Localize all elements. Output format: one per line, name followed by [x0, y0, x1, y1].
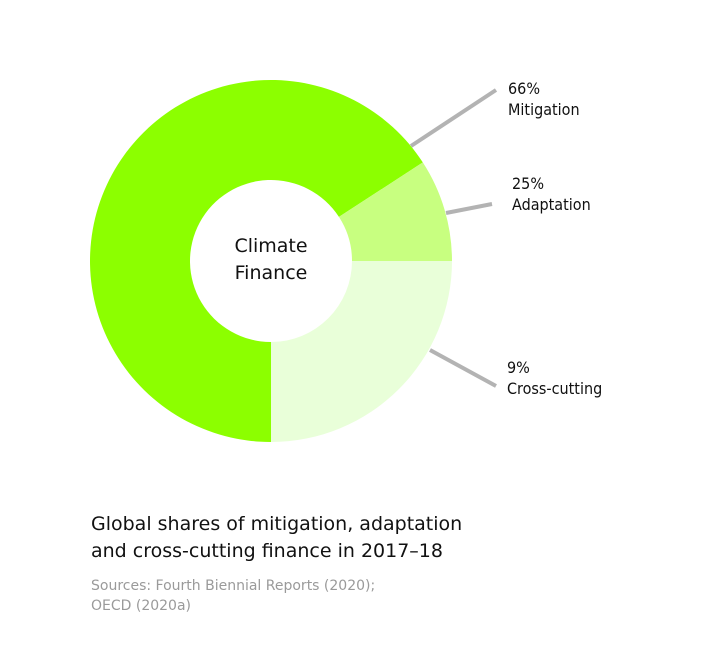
label-mitigation: 66% Mitigation [508, 78, 580, 120]
segment-mitigation [90, 80, 423, 442]
chart-title: Global shares of mitigation, adaptation … [91, 511, 462, 565]
donut-chart [90, 80, 498, 442]
chart-title-line2: and cross-cutting finance in 2017–18 [91, 540, 443, 562]
chart-source-line2: OECD (2020a) [91, 598, 192, 614]
segment-cross-cutting [271, 261, 452, 442]
label-mitigation-pct: 66% [508, 79, 540, 98]
chart-source-line1: Sources: Fourth Biennial Reports (2020); [91, 578, 376, 594]
donut-center-label: Climate Finance [201, 233, 341, 287]
label-mitigation-name: Mitigation [508, 100, 580, 119]
leader-line-mitigation [409, 88, 498, 148]
label-adaptation-pct: 25% [512, 174, 544, 193]
leader-line-adaptation [445, 202, 493, 215]
leader-line-cross-cutting [429, 348, 497, 388]
label-cross-cutting-pct: 9% [507, 358, 530, 377]
label-cross-cutting-name: Cross-cutting [507, 379, 603, 398]
label-adaptation: 25% Adaptation [512, 173, 591, 215]
donut-segments [90, 80, 452, 442]
leader-lines [409, 88, 498, 388]
label-cross-cutting: 9% Cross-cutting [507, 357, 602, 399]
label-adaptation-name: Adaptation [512, 195, 591, 214]
segment-adaptation [338, 162, 452, 261]
chart-title-line1: Global shares of mitigation, adaptation [91, 513, 463, 535]
chart-source: Sources: Fourth Biennial Reports (2020);… [91, 576, 375, 616]
center-label-line1: Climate [234, 235, 308, 257]
center-label-line2: Finance [234, 262, 308, 284]
